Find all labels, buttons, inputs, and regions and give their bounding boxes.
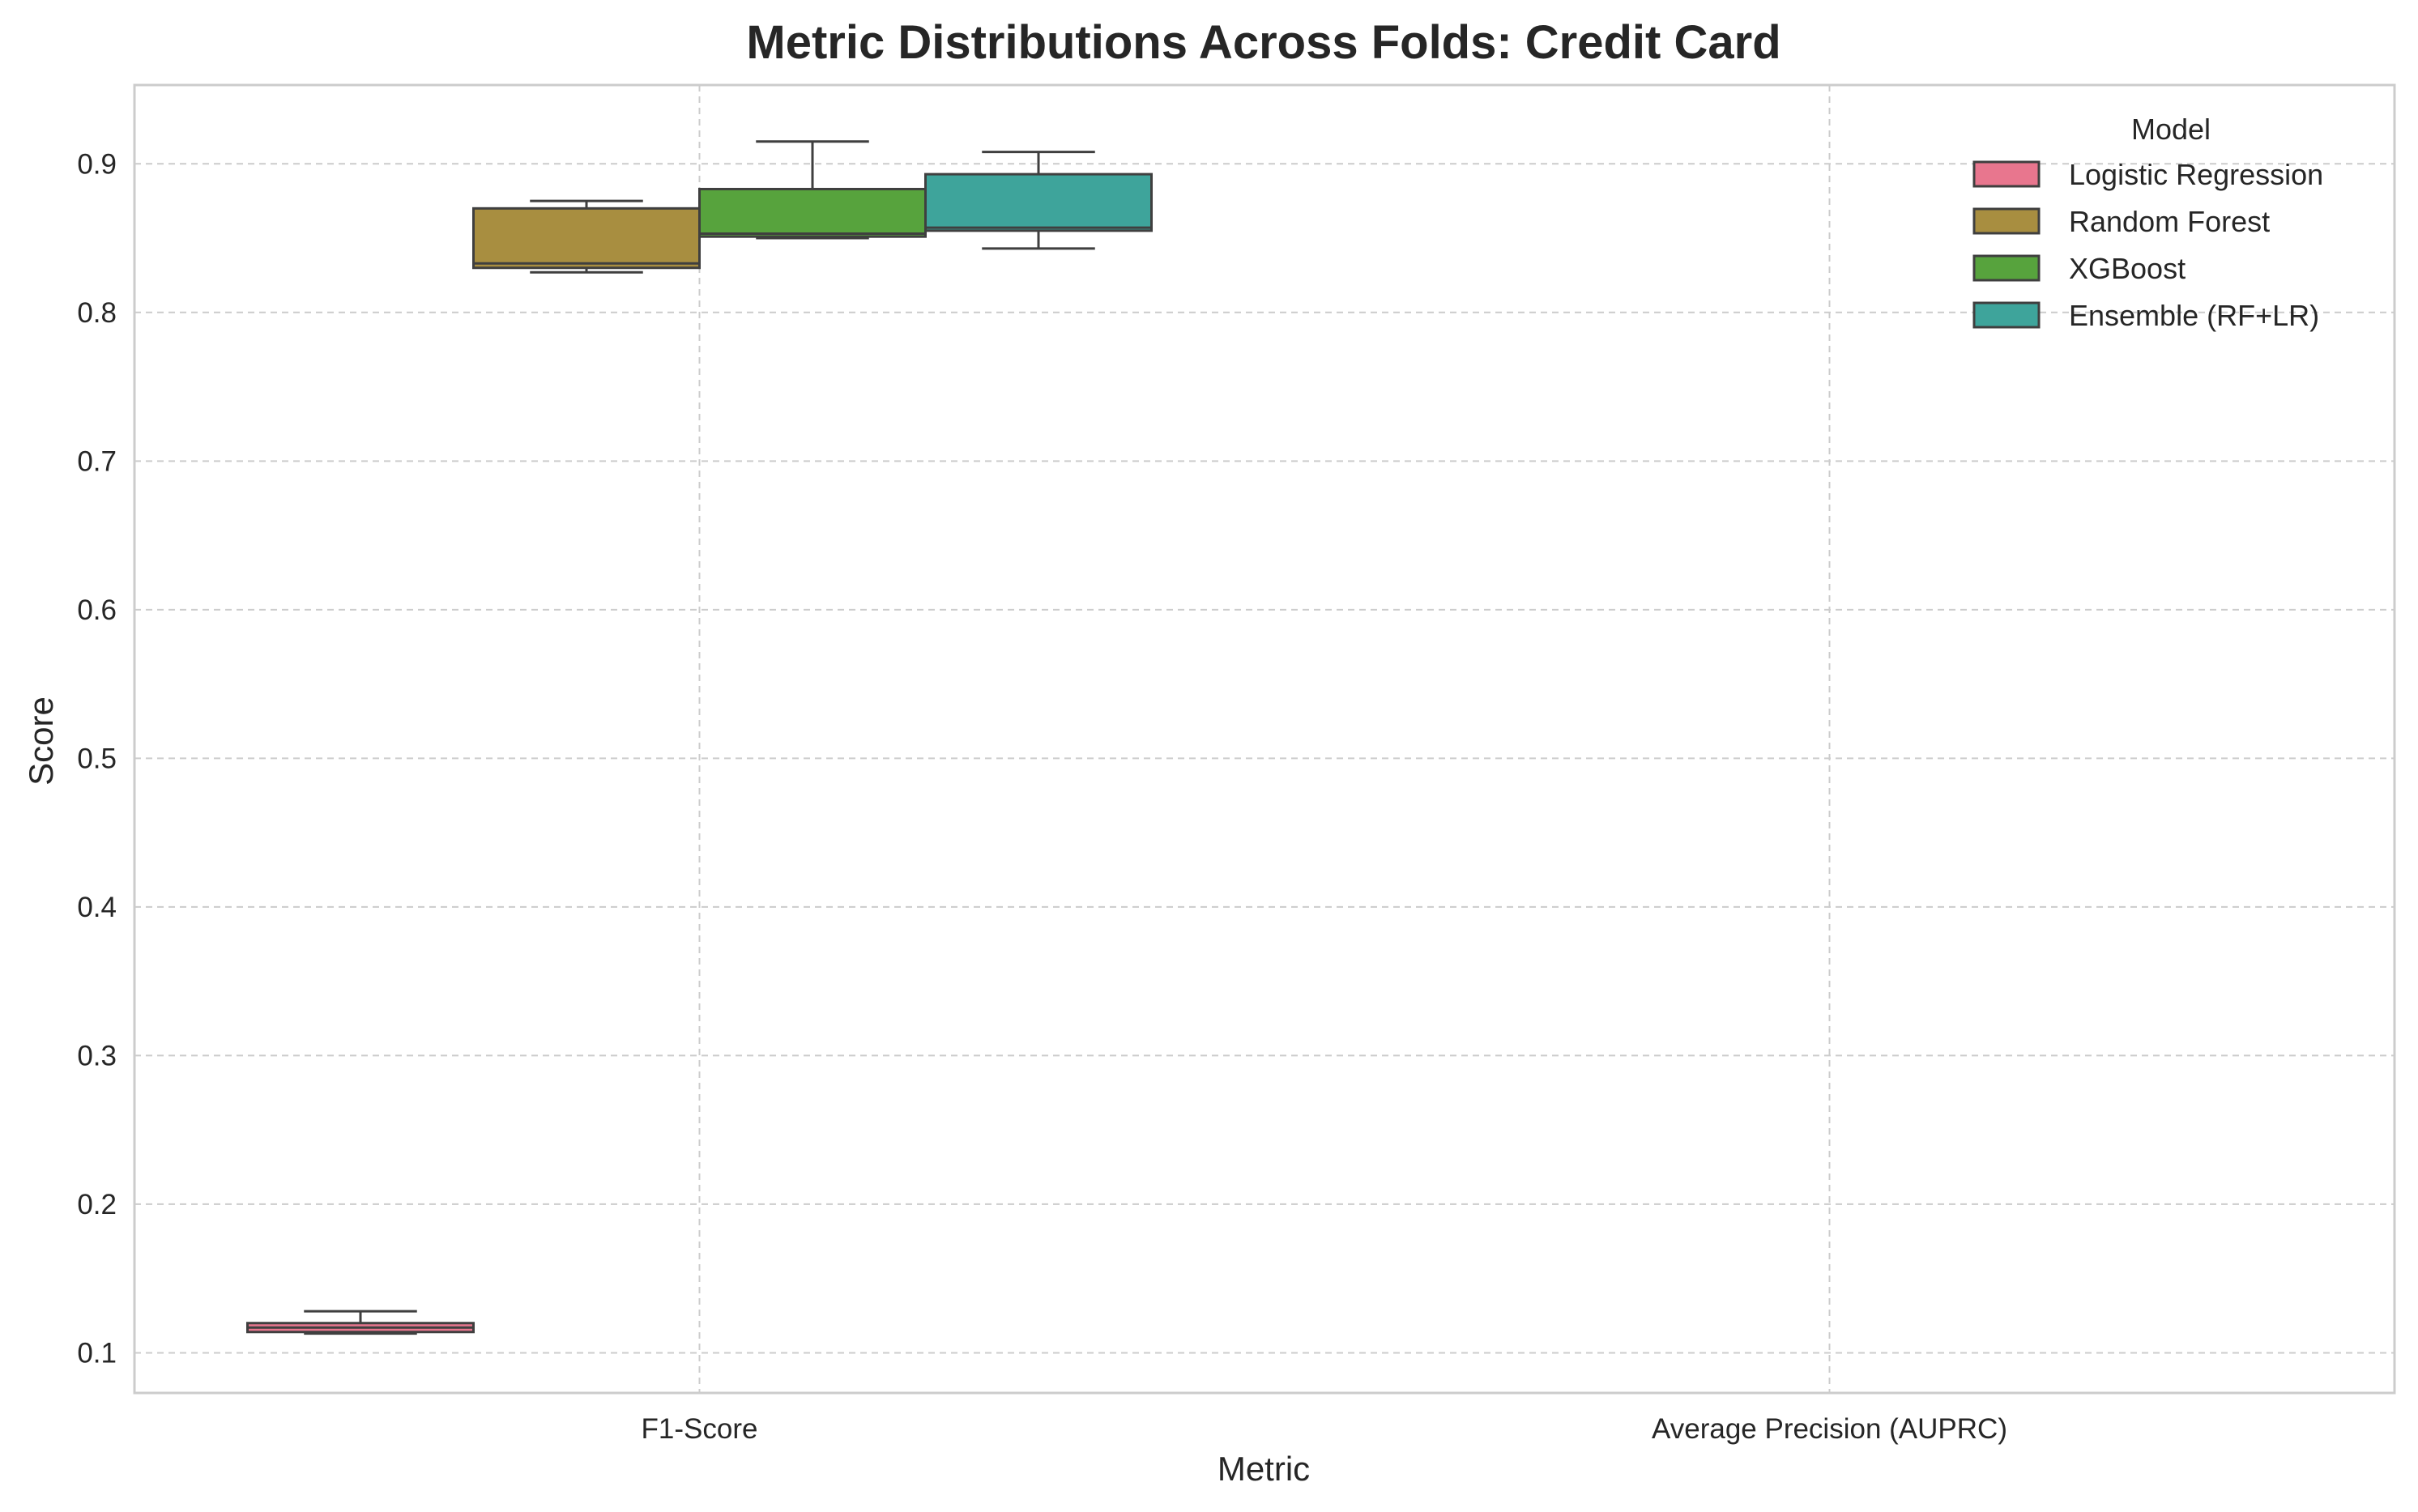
box-iqr xyxy=(472,207,701,270)
legend-swatch xyxy=(1972,254,2041,282)
box-logistic-regression xyxy=(246,1310,475,1335)
legend-title: Model xyxy=(2131,113,2211,146)
x-axis-label: Metric xyxy=(1218,1450,1310,1488)
y-tick-label: 0.1 xyxy=(77,1337,117,1369)
legend-swatch xyxy=(1972,207,2041,235)
y-tick-label: 0.2 xyxy=(77,1189,117,1220)
legend-label: Logistic Regression xyxy=(2069,158,2323,191)
legend: Model Logistic Regression Random Forest XG… xyxy=(1972,113,2323,332)
box-ensemble-rf-lr- xyxy=(924,151,1153,250)
box-xgboost xyxy=(698,140,927,240)
y-axis-label: Score xyxy=(22,696,60,786)
y-tick-label: 0.4 xyxy=(77,892,117,923)
box-series xyxy=(246,140,1153,1335)
y-tick-label: 0.5 xyxy=(77,743,117,774)
legend-label: XGBoost xyxy=(2069,252,2186,285)
legend-items: Logistic Regression Random Forest XGBoost E… xyxy=(1972,158,2323,332)
y-tick-label: 0.9 xyxy=(77,148,117,180)
box-iqr xyxy=(698,187,927,238)
x-tick-label: Average Precision (AUPRC) xyxy=(1652,1413,2007,1445)
legend-item: XGBoost xyxy=(1972,252,2186,285)
y-tick-label: 0.3 xyxy=(77,1040,117,1071)
box-random-forest xyxy=(472,199,701,274)
y-axis-ticks: 0.1 0.2 0.3 0.4 0.5 0.6 0.7 0.8 0.9 xyxy=(77,148,117,1369)
plot-area-frame xyxy=(133,83,2396,1395)
legend-item: Ensemble (RF+LR) xyxy=(1972,299,2319,332)
legend-swatch xyxy=(1972,301,2041,329)
legend-swatch xyxy=(1972,160,2041,188)
y-tick-label: 0.7 xyxy=(77,445,117,477)
legend-label: Random Forest xyxy=(2069,205,2270,238)
x-tick-label: F1-Score xyxy=(642,1413,758,1445)
y-tick-label: 0.6 xyxy=(77,594,117,626)
x-axis-ticks: F1-Score Average Precision (AUPRC) xyxy=(642,1413,2007,1445)
chart-title: Metric Distributions Across Folds: Credi… xyxy=(746,16,1780,69)
legend-item: Random Forest xyxy=(1972,205,2270,238)
legend-label: Ensemble (RF+LR) xyxy=(2069,299,2319,332)
box-iqr xyxy=(924,172,1153,232)
legend-item: Logistic Regression xyxy=(1972,158,2323,191)
y-tick-label: 0.8 xyxy=(77,297,117,329)
